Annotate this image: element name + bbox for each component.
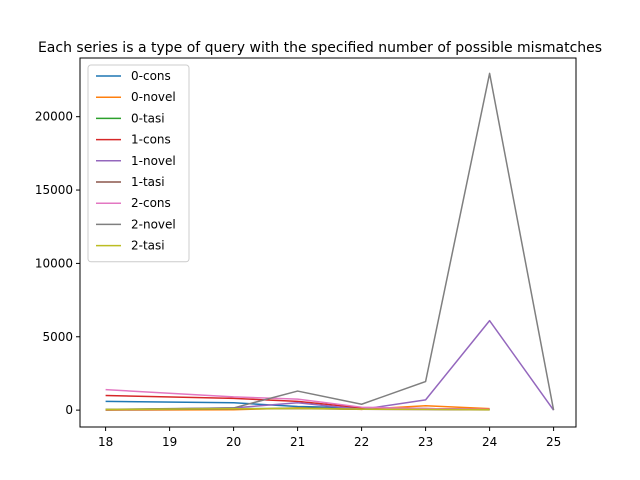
series-line-2-tasi bbox=[105, 407, 490, 411]
legend-label: 0-tasi bbox=[131, 111, 165, 125]
plot-frame bbox=[79, 57, 577, 428]
x-tick-label: 19 bbox=[162, 435, 177, 449]
x-tick-label: 22 bbox=[354, 435, 369, 449]
legend-label: 0-novel bbox=[131, 90, 176, 104]
y-tick-label: 15000 bbox=[35, 183, 73, 197]
legend-box bbox=[87, 64, 190, 263]
x-tick-label: 23 bbox=[418, 435, 433, 449]
x-tick-label: 18 bbox=[98, 435, 113, 449]
legend-label: 1-novel bbox=[131, 154, 176, 168]
legend: 0-cons 0-novel 0-tasi 1-cons 1-novel 1-tasi 2-… bbox=[87, 64, 190, 263]
y-tick-label: 5000 bbox=[42, 330, 73, 344]
series-layer bbox=[105, 72, 555, 411]
legend-label: 1-cons bbox=[131, 133, 171, 147]
legend-label: 2-tasi bbox=[131, 239, 165, 253]
x-tick-label: 24 bbox=[482, 435, 497, 449]
x-tick-label: 21 bbox=[290, 435, 305, 449]
legend-label: 1-tasi bbox=[131, 175, 165, 189]
x-tick-label: 25 bbox=[546, 435, 561, 449]
y-tick-label: 20000 bbox=[35, 110, 73, 124]
series-line-2-novel bbox=[105, 72, 555, 411]
chart-title: Each series is a type of query with the … bbox=[38, 40, 602, 56]
legend-label: 0-cons bbox=[131, 69, 171, 83]
legend-label: 2-cons bbox=[131, 196, 171, 210]
x-tick-label: 20 bbox=[226, 435, 241, 449]
axis-ticks: 18 19 20 21 22 23 24 25 0 5000 10000 15000 20000 bbox=[35, 110, 561, 449]
y-tick-label: 0 bbox=[65, 403, 73, 417]
legend-label: 2-novel bbox=[131, 217, 176, 231]
y-tick-label: 10000 bbox=[35, 256, 73, 270]
